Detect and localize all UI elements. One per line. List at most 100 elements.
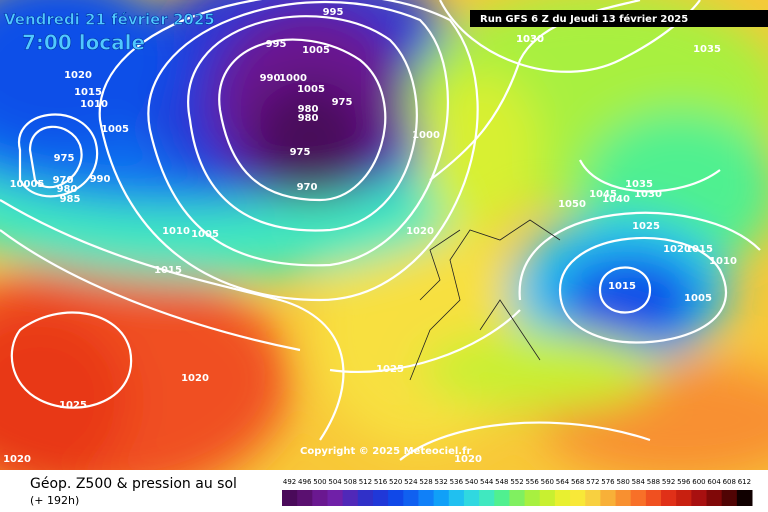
legend-swatch [479,490,495,506]
pressure-label: 1005 [684,293,712,304]
legend-label: 568 [571,478,584,486]
pressure-label: 1000 [412,130,440,141]
legend-swatch [418,490,435,506]
pressure-label: 1020 [663,244,691,255]
legend-swatch [645,490,662,506]
legend-swatch [600,490,617,506]
legend-label: 528 [419,478,432,486]
pressure-label: 1015 [154,265,182,276]
legend-swatch [388,490,404,506]
pressure-label: 1010 [709,256,737,267]
legend-swatch [706,490,723,506]
pressure-label: 1030 [516,34,544,45]
pressure-label: 990 [90,174,111,185]
pressure-label: 1035 [693,44,721,55]
legend-swatch [342,490,359,506]
legend-swatch [736,490,753,506]
pressure-label: 1020 [181,373,209,384]
legend-label: 612 [738,478,751,486]
legend-swatch [570,490,586,506]
pressure-label: 1050 [558,199,586,210]
pressure-label: 970 [297,182,318,193]
pressure-label: 1005 [297,84,325,95]
pressure-label: 1040 [602,194,630,205]
legend-swatch [509,490,526,506]
pressure-label: 1005 [191,229,219,240]
pressure-label: 1025 [59,400,87,411]
legend-swatch [312,490,328,506]
legend-label: 576 [601,478,615,486]
pressure-label: 1035 [625,179,653,190]
legend-label: 572 [586,478,599,486]
legend-label: 584 [632,478,646,486]
legend-swatch [615,490,632,506]
run-box [470,10,768,27]
legend-label: 588 [647,478,660,486]
pressure-label: 10005 [10,179,45,190]
legend-swatch [524,490,541,506]
pressure-label: 1030 [516,34,544,45]
legend-swatch [448,490,465,506]
legend-label: 520 [389,478,402,486]
legend-label: 548 [495,478,508,486]
legend-swatch [327,490,344,506]
legend-swatch [297,490,313,506]
map-field [0,0,768,470]
pressure-label: 975 [54,153,75,164]
pressure-label: 1005 [302,45,330,56]
legend-swatch [372,490,389,506]
pressure-label: 1045 [589,189,617,200]
legend-label: 492 [283,478,296,486]
pressure-label: 1020 [454,454,482,465]
pressure-label: 1010 [162,226,190,237]
copyright: Copyright © 2025 Meteociel.fr [300,446,471,457]
legend-label: 508 [344,478,357,486]
legend-swatch [661,490,677,506]
legend-swatch [403,490,419,506]
pressure-label: 1020 [3,454,31,465]
legend-label: 544 [480,478,494,486]
legend-label: 532 [435,478,448,486]
legend-label: 592 [662,478,675,486]
legend-label: 560 [541,478,554,486]
pressure-label: 980 [57,184,78,195]
pressure-label: 1005 [101,124,129,135]
pressure-label: 975 [332,97,353,108]
legend-label: 536 [450,478,464,486]
legend-swatch [585,490,601,506]
legend-label: 608 [723,478,736,486]
legend: 492 496 500 504 508 512 516 520 524 528 532 536 540 5… [282,478,753,506]
time-label: 7:00 locale [22,31,145,55]
pressure-label: 985 [60,194,81,205]
legend-swatch [357,490,374,506]
legend-swatch [691,490,708,506]
legend-swatch [676,490,692,506]
legend-swatch [494,490,510,506]
legend-label: 512 [359,478,372,486]
pressure-label: 995 [323,7,344,18]
legend-swatch [554,490,571,506]
footer-title: Géop. Z500 & pression au sol [30,476,237,492]
legend-label: 524 [404,478,418,486]
pressure-label: 1030 [634,189,662,200]
pressure-label: 1025 [632,221,660,232]
pressure-label: 995 [266,39,287,50]
legend-label: 556 [525,478,539,486]
legend-swatch [433,490,450,506]
pressure-label: 1010 [80,99,108,110]
pressure-label: 980 [298,104,319,115]
legend-label: 580 [616,478,629,486]
legend-label: 496 [298,478,312,486]
legend-label: 564 [556,478,570,486]
pressure-label: 1020 [406,226,434,237]
pressure-label: 975 [290,147,311,158]
legend-label: 500 [313,478,326,486]
pressure-label: 980 [298,113,319,124]
pressure-label: 990 [260,73,281,84]
legend-label: 516 [374,478,388,486]
legend-swatch [721,490,738,506]
legend-swatch [630,490,647,506]
pressure-label: 1015 [74,87,102,98]
